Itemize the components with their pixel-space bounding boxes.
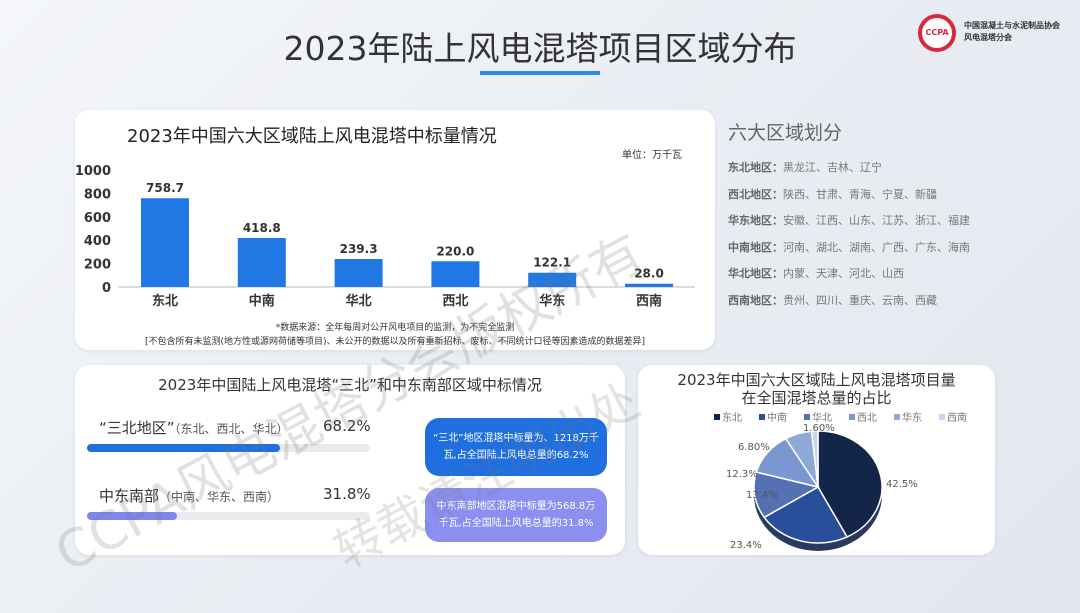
bar-value-label: 28.0 xyxy=(634,267,664,281)
region-provinces: 安徽、江西、山东、江苏、浙江、福建 xyxy=(783,214,970,227)
pie-value-label: 6.80% xyxy=(738,442,770,453)
data-disclaimer-note: [不包含所有未监测(地方性或源网荷储等项目)、未公开的数据以及所有重新招标、废标… xyxy=(144,337,646,347)
region-name: 华北地区： xyxy=(728,267,783,280)
progress-fill xyxy=(87,512,177,520)
legend-label: 中南 xyxy=(767,411,787,424)
progress-track xyxy=(87,444,370,452)
region-provinces: 河南、湖北、湖南、广西、广东、海南 xyxy=(783,240,970,254)
x-tick-label: 华北 xyxy=(346,293,372,309)
y-tick-label: 0 xyxy=(102,281,111,296)
legend-swatch xyxy=(894,414,900,420)
ccpa-logo: CCPA 中国混凝土与水泥制品协会 风电混塔分会 xyxy=(918,12,1078,56)
sanbei-card: 2023年中国陆上风电混塔“三北”和中东南部区域中标情况 “三北地区”（东北、西… xyxy=(75,365,625,555)
y-tick-label: 400 xyxy=(84,234,111,249)
row-sublabel: （东北、西北、华北） xyxy=(174,422,289,436)
bar-西南 xyxy=(625,283,673,287)
region-item: 西南地区：贵州、四川、重庆、云南、西藏 xyxy=(728,292,1008,319)
region-item: 华北地区：内蒙、天津、河北、山西 xyxy=(728,265,1008,292)
row-label: 中东南部 xyxy=(99,487,160,505)
bar-value-label: 220.0 xyxy=(436,244,474,258)
bar-西北 xyxy=(431,261,480,287)
pie-value-label: 13.4% xyxy=(746,490,778,501)
sanbei-title: 2023年中国陆上风电混塔“三北”和中东南部区域中标情况 xyxy=(158,376,542,394)
legend-label: 华北 xyxy=(812,411,832,424)
row-sublabel: （中南、华东、西南） xyxy=(159,490,280,504)
pie-value-label: 12.3% xyxy=(726,469,758,480)
region-name: 西北地区： xyxy=(728,187,783,201)
region-item: 西北地区：陕西、甘肃、青海、宁夏、新疆 xyxy=(728,186,1008,213)
legend-swatch xyxy=(714,414,720,420)
sanbei-row-label: “三北地区”（东北、西北、华北） xyxy=(99,417,289,438)
pie-value-label: 42.5% xyxy=(886,479,918,490)
pie-slice-中南 xyxy=(763,485,849,544)
bar-value-label: 239.3 xyxy=(340,242,378,256)
pie-value-label: 23.4% xyxy=(730,540,762,551)
bar-chart-title: 2023年中国六大区域陆上风电混塔中标量情况 xyxy=(127,126,497,147)
y-tick-label: 200 xyxy=(84,258,111,273)
info-bubble: “三北”地区混塔中标量为、1218万千瓦,占全国陆上风电总量的68.2% xyxy=(425,418,607,476)
info-bubble: 中东南部地区混塔中标量为568.8万千瓦,占全国陆上风电总量的31.8% xyxy=(425,488,607,542)
bar-华东 xyxy=(528,272,577,287)
legend-label: 东北 xyxy=(722,411,742,424)
pie-slice-西南 xyxy=(810,430,819,488)
pie-title-line2: 在全国混塔总量的占比 xyxy=(741,389,892,407)
pie-slice-东北 xyxy=(817,430,883,538)
bar-华北 xyxy=(334,259,383,287)
row-label: “三北地区” xyxy=(99,419,175,437)
region-division-panel: 六大区域划分 东北地区：黑龙江、吉林、辽宁 西北地区：陕西、甘肃、青海、宁夏、新疆… xyxy=(728,118,1008,318)
bar-东北 xyxy=(141,198,189,287)
x-tick-label: 西北 xyxy=(442,294,468,309)
legend-label: 华东 xyxy=(902,411,922,424)
x-tick-label: 华东 xyxy=(539,293,565,309)
progress-track xyxy=(87,512,370,520)
region-provinces: 贵州、四川、重庆、云南、西藏 xyxy=(783,293,937,307)
region-division-title: 六大区域划分 xyxy=(728,122,843,144)
y-tick-label: 800 xyxy=(84,187,111,202)
x-tick-label: 东北 xyxy=(152,293,178,309)
progress-fill xyxy=(87,444,280,452)
legend-label: 西北 xyxy=(857,412,877,424)
region-item: 华东地区：安徽、江西、山东、江苏、浙江、福建 xyxy=(728,212,1008,239)
data-source-note: *数据来源：全年每周对公开风电项目的监测，为不完全监测 xyxy=(275,323,515,333)
x-tick-label: 中南 xyxy=(249,293,275,309)
region-name: 华东地区： xyxy=(728,214,783,227)
region-name: 西南地区： xyxy=(728,293,783,307)
region-item: 中南地区：河南、湖北、湖南、广西、广东、海南 xyxy=(728,239,1008,266)
bar-value-label: 418.8 xyxy=(243,221,281,235)
bar-value-label: 122.1 xyxy=(533,256,571,270)
pie-value-label: 1.60% xyxy=(803,423,835,434)
legend-swatch xyxy=(939,414,945,420)
unit-label: 单位：万千瓦 xyxy=(622,150,682,161)
bar-中南 xyxy=(237,238,286,287)
region-provinces: 陕西、甘肃、青海、宁夏、新疆 xyxy=(783,187,937,201)
bar-chart: 0 200 400 600 800 1000 758.7 东北 418.8 中南 239.3 华北 22… xyxy=(75,164,695,309)
bar-chart-card: 2023年中国六大区域陆上风电混塔中标量情况 单位：万千瓦 0 200 400 600… xyxy=(75,110,715,350)
region-provinces: 内蒙、天津、河北、山西 xyxy=(783,267,904,280)
row-percent: 68.2% xyxy=(323,417,371,435)
title-underline xyxy=(480,71,600,75)
bar-value-label: 758.7 xyxy=(146,181,184,195)
region-provinces: 黑龙江、吉林、辽宁 xyxy=(783,161,882,174)
legend-swatch xyxy=(804,414,810,420)
region-item: 东北地区：黑龙江、吉林、辽宁 xyxy=(728,159,1008,186)
org-branch: 风电混塔分会 xyxy=(964,33,1012,42)
pie-title-line1: 2023年中国六大区域陆上风电混塔项目量 xyxy=(677,371,956,389)
legend-swatch xyxy=(759,414,765,420)
page-title: 2023年陆上风电混塔项目区域分布 xyxy=(283,29,797,68)
region-name: 中南地区： xyxy=(728,240,783,254)
pie-chart-title: 2023年中国六大区域陆上风电混塔项目量 在全国混塔总量的占比 xyxy=(638,371,995,407)
legend-swatch xyxy=(849,414,855,420)
y-tick-label: 600 xyxy=(84,211,111,226)
row-percent: 31.8% xyxy=(323,485,371,503)
ccpa-badge-icon: CCPA xyxy=(918,14,956,52)
pie-chart-card: 2023年中国六大区域陆上风电混塔项目量 在全国混塔总量的占比 东北 中南 华北 西北 华… xyxy=(638,365,995,555)
pie-chart: 东北 中南 华北 西北 华东 西南 42.5% 23.4% 13.4% 12.3% 6.80% 1.6… xyxy=(714,411,967,551)
sanbei-row-label: 中东南部（中南、华东、西南） xyxy=(99,485,279,506)
x-tick-label: 西南 xyxy=(636,293,662,309)
region-name: 东北地区： xyxy=(728,161,783,174)
legend-label: 西南 xyxy=(947,411,967,424)
org-name: 中国混凝土与水泥制品协会 xyxy=(964,21,1060,30)
y-tick-label: 1000 xyxy=(75,164,111,179)
